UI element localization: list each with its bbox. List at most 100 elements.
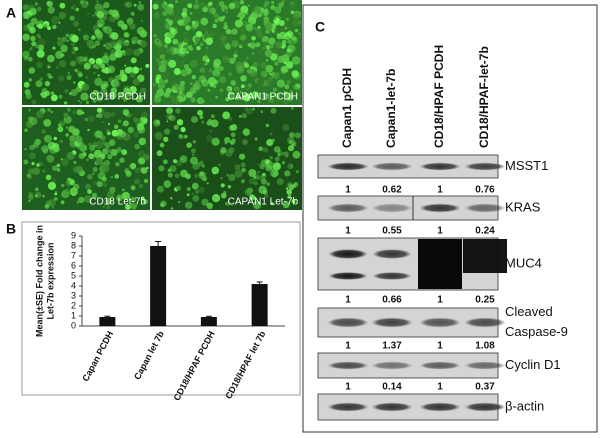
cell-blob (229, 124, 235, 131)
cell-blob (283, 151, 289, 157)
cell-blob (240, 5, 249, 14)
fluorescence-image (22, 0, 150, 105)
cell-blob (130, 11, 135, 16)
cell-blob (101, 68, 106, 73)
cell-blob (213, 58, 222, 67)
cell-blob (102, 148, 109, 155)
cell-blob (268, 37, 276, 45)
cell-blob (76, 70, 82, 76)
cell-blob (159, 53, 165, 60)
cell-blob (178, 90, 183, 95)
cell-blob (159, 142, 165, 148)
cell-blob (258, 146, 264, 152)
cell-blob (281, 151, 285, 156)
cell-blob (158, 64, 167, 73)
cell-blob (234, 19, 243, 28)
cell-blob (79, 0, 84, 4)
blot-band (328, 272, 368, 280)
cell-blob (220, 147, 227, 154)
y-axis-label: Let-7b expression (45, 242, 55, 319)
cell-blob (201, 198, 209, 206)
column-header: Capan1 pCDH (340, 68, 354, 148)
cell-blob (181, 60, 185, 64)
y-tick-label: 6 (71, 260, 76, 270)
blot-band (419, 317, 461, 328)
cell-blob (266, 138, 274, 147)
cell-blob (73, 81, 76, 84)
cell-blob (214, 73, 219, 78)
cell-blob (96, 181, 103, 188)
cell-blob (60, 183, 65, 188)
cell-blob (92, 98, 97, 103)
blot-band (371, 361, 413, 370)
cell-blob (191, 20, 196, 25)
cell-blob (225, 44, 232, 50)
cell-blob (74, 46, 79, 52)
cell-blob (67, 71, 71, 75)
quantification: 0.14 (382, 382, 402, 393)
cell-blob (275, 41, 283, 49)
cell-blob (116, 194, 123, 202)
cell-blob (96, 107, 103, 113)
cell-blob (70, 60, 76, 67)
cell-blob (166, 107, 174, 115)
cell-blob (122, 120, 129, 127)
cell-blob (240, 162, 246, 168)
cell-blob (169, 94, 175, 100)
cell-blob (218, 65, 224, 72)
cell-blob (36, 61, 43, 69)
cell-blob (201, 175, 208, 182)
blot-band (371, 402, 413, 412)
cell-blob (170, 197, 173, 200)
cell-blob (289, 90, 294, 95)
cell-blob (91, 192, 98, 199)
cell-blob (140, 196, 145, 200)
cell-blob (40, 92, 43, 96)
cell-blob (71, 50, 76, 55)
cell-blob (239, 153, 246, 160)
cell-blob (244, 188, 252, 196)
cell-blob (94, 63, 101, 69)
cell-blob (37, 6, 42, 12)
cell-blob (214, 64, 220, 70)
cell-blob (119, 69, 125, 75)
cell-blob (224, 8, 228, 13)
blot (317, 237, 507, 291)
cell-blob (103, 182, 107, 187)
cell-blob (156, 58, 159, 62)
cell-blob (290, 164, 293, 168)
cell-blob (109, 53, 117, 61)
cell-blob (58, 94, 63, 99)
cell-blob (80, 92, 89, 101)
cell-blob (155, 119, 160, 125)
cell-blob (37, 35, 42, 39)
cell-blob (234, 50, 237, 54)
bar (200, 317, 217, 326)
cell-blob (74, 68, 78, 73)
cell-blob (191, 116, 198, 123)
cell-blob (47, 108, 51, 112)
cell-blob (28, 7, 37, 16)
cell-blob (43, 134, 52, 143)
cell-blob (84, 117, 89, 122)
cell-blob (177, 42, 183, 48)
cell-blob (212, 194, 221, 203)
cell-blob (186, 193, 190, 197)
cell-blob (191, 192, 194, 195)
cell-blob (141, 111, 148, 119)
cell-blob (101, 120, 104, 123)
y-tick-label: 0 (71, 320, 76, 330)
cell-blob (240, 75, 247, 82)
error-bar (104, 315, 111, 317)
cell-blob (37, 38, 46, 47)
quantification: 1.37 (382, 341, 402, 352)
cell-blob (233, 53, 238, 58)
cell-blob (154, 131, 163, 140)
cell-blob (285, 17, 290, 22)
cell-blob (241, 113, 247, 119)
cell-blob (130, 185, 136, 191)
cell-blob (183, 134, 188, 139)
cell-blob (207, 2, 212, 7)
cell-blob (93, 71, 96, 75)
cell-blob (262, 173, 266, 176)
